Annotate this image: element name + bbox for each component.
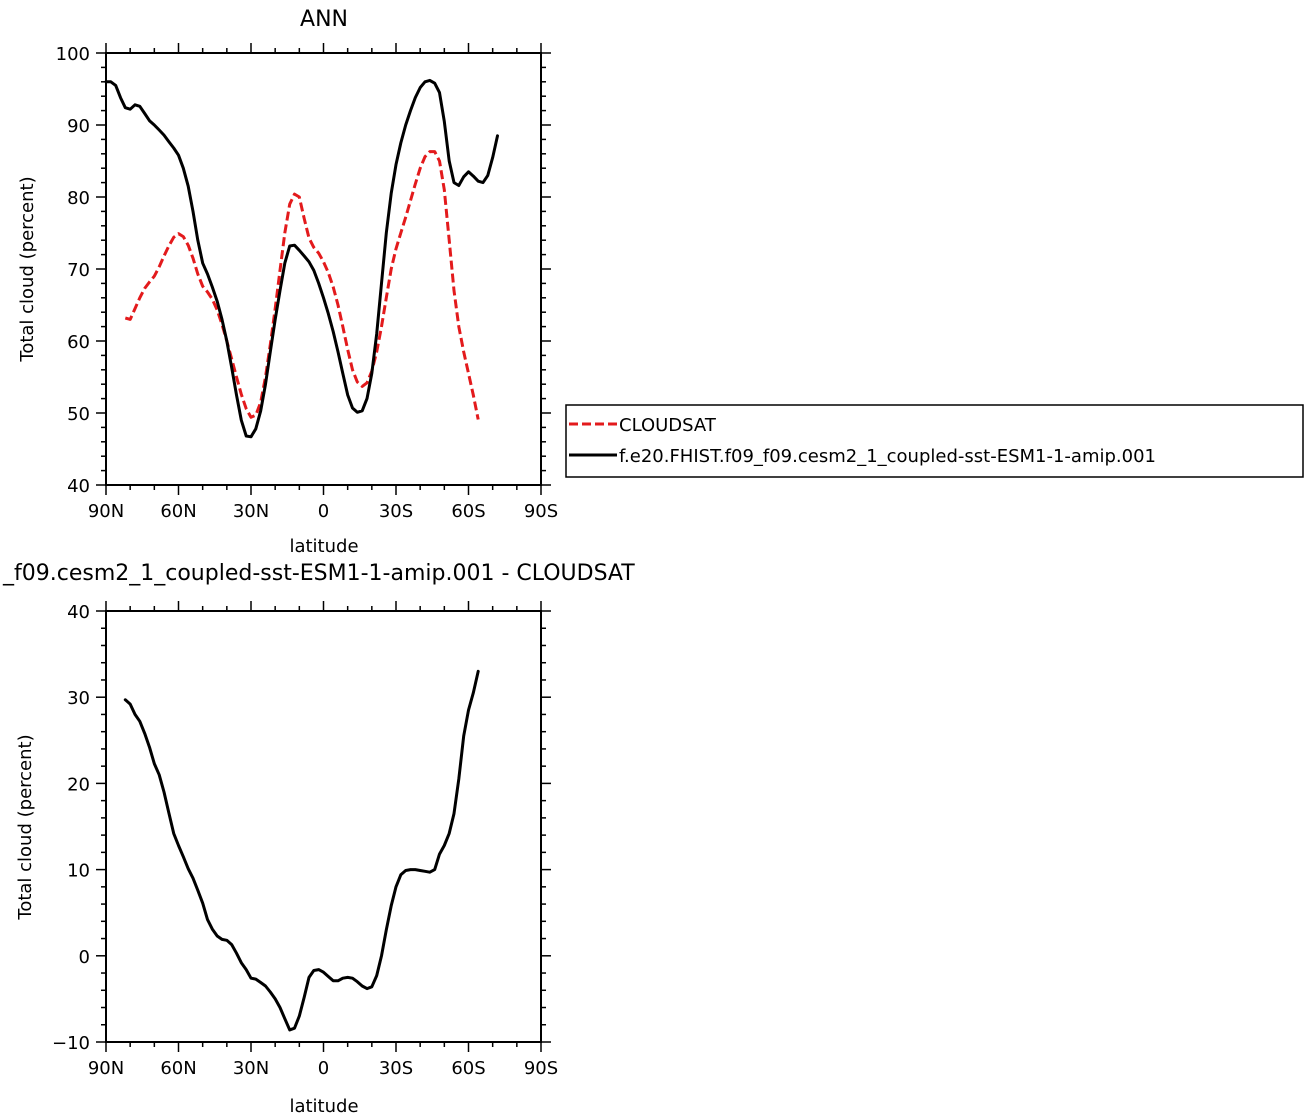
top-chart: ANN latitude Total cloud (percent) 40 50 6…: [17, 7, 558, 557]
series-line-1: [104, 78, 499, 439]
x-tick-label: 0: [318, 501, 329, 522]
series-line-0: [123, 669, 480, 1032]
top-chart-xlabel: latitude: [289, 536, 358, 557]
top-chart-tick-labels: 40 50 60 70 80 90 100 90N 60N 30N 0 30S 60S 90S: [56, 44, 559, 522]
y-tick-label: 0: [79, 947, 90, 968]
x-tick-label: 90N: [88, 501, 124, 522]
legend-box: [565, 404, 1304, 478]
legend-label-cloudsat: CLOUDSAT: [619, 415, 717, 436]
top-chart-title: ANN: [300, 7, 348, 32]
x-tick-label: 90S: [524, 1058, 558, 1079]
x-tick-label: 60S: [451, 501, 485, 522]
top-chart-series: [104, 78, 499, 439]
y-tick-label: 50: [67, 404, 90, 425]
y-tick-label: 30: [67, 688, 90, 709]
x-tick-label: 0: [318, 1058, 329, 1079]
series-line-0: [124, 150, 480, 420]
x-tick-label: 60N: [160, 501, 196, 522]
x-tick-label: 60S: [451, 1058, 485, 1079]
x-tick-label: 90S: [524, 501, 558, 522]
y-tick-label: 60: [67, 332, 90, 353]
bottom-chart-ylabel: Total cloud (percent): [15, 734, 36, 920]
y-tick-label: 10: [67, 861, 90, 882]
x-tick-label: 60N: [160, 1058, 196, 1079]
y-tick-label: 90: [67, 116, 90, 137]
top-chart-ylabel: Total cloud (percent): [17, 176, 38, 362]
bottom-chart-series: [123, 669, 480, 1032]
top-chart-frame: [105, 52, 542, 486]
x-tick-label: 90N: [88, 1058, 124, 1079]
legend-label-model: f.e20.FHIST.f09_f09.cesm2_1_coupled-sst-…: [619, 446, 1156, 467]
bottom-chart-tick-labels: −10 0 10 20 30 40 90N 60N 30N 0 30S 60S 90S: [52, 602, 558, 1079]
bottom-chart-title: _f09.cesm2_1_coupled-sst-ESM1-1-amip.001…: [2, 561, 635, 586]
x-tick-label: 30S: [379, 501, 413, 522]
y-tick-label: 40: [67, 476, 90, 497]
x-tick-label: 30S: [379, 1058, 413, 1079]
bottom-chart: _f09.cesm2_1_coupled-sst-ESM1-1-amip.001…: [2, 561, 635, 1117]
bottom-chart-ticks: [96, 601, 551, 1052]
bottom-chart-xlabel: latitude: [289, 1096, 358, 1117]
y-tick-label: −10: [52, 1033, 90, 1054]
y-tick-label: 100: [56, 44, 90, 65]
y-tick-label: 20: [67, 774, 90, 795]
x-tick-label: 30N: [233, 1058, 269, 1079]
y-tick-label: 40: [67, 602, 90, 623]
top-chart-ticks: [96, 43, 551, 495]
y-tick-label: 70: [67, 260, 90, 281]
x-tick-label: 30N: [233, 501, 269, 522]
bottom-chart-frame: [105, 610, 542, 1043]
legend: CLOUDSAT f.e20.FHIST.f09_f09.cesm2_1_cou…: [565, 404, 1304, 478]
y-tick-label: 80: [67, 188, 90, 209]
